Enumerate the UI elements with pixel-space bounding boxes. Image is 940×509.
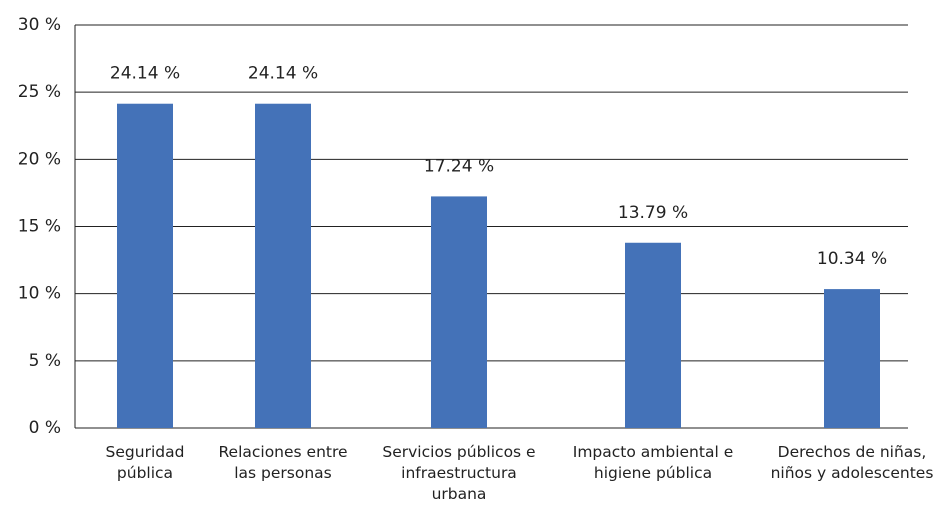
x-tick-label: Derechos de niñas, niños y adolescentes (770, 443, 934, 482)
bar (431, 196, 487, 428)
data-label: 10.34 % (817, 249, 887, 269)
data-label: 24.14 % (248, 64, 318, 84)
y-tick-label: 30 % (18, 15, 61, 35)
x-tick-label: Relaciones entre las personas (218, 443, 348, 482)
bar (255, 103, 311, 428)
bar (824, 289, 880, 428)
bar (117, 103, 173, 428)
data-label: 17.24 % (424, 156, 494, 176)
x-tick-label: Servicios públicos e infraestructura urb… (382, 443, 536, 503)
y-tick-label: 10 % (18, 284, 61, 304)
x-tick-label: Impacto ambiental e higiene pública (572, 443, 734, 482)
x-tick-label: Seguridad pública (105, 443, 185, 482)
y-tick-label: 0 % (29, 418, 61, 438)
data-label: 13.79 % (618, 203, 688, 223)
y-tick-label: 25 % (18, 82, 61, 102)
bar (625, 242, 681, 428)
y-tick-label: 5 % (29, 351, 61, 371)
y-tick-label: 20 % (18, 149, 61, 169)
data-label: 24.14 % (110, 64, 180, 84)
y-tick-label: 15 % (18, 217, 61, 237)
